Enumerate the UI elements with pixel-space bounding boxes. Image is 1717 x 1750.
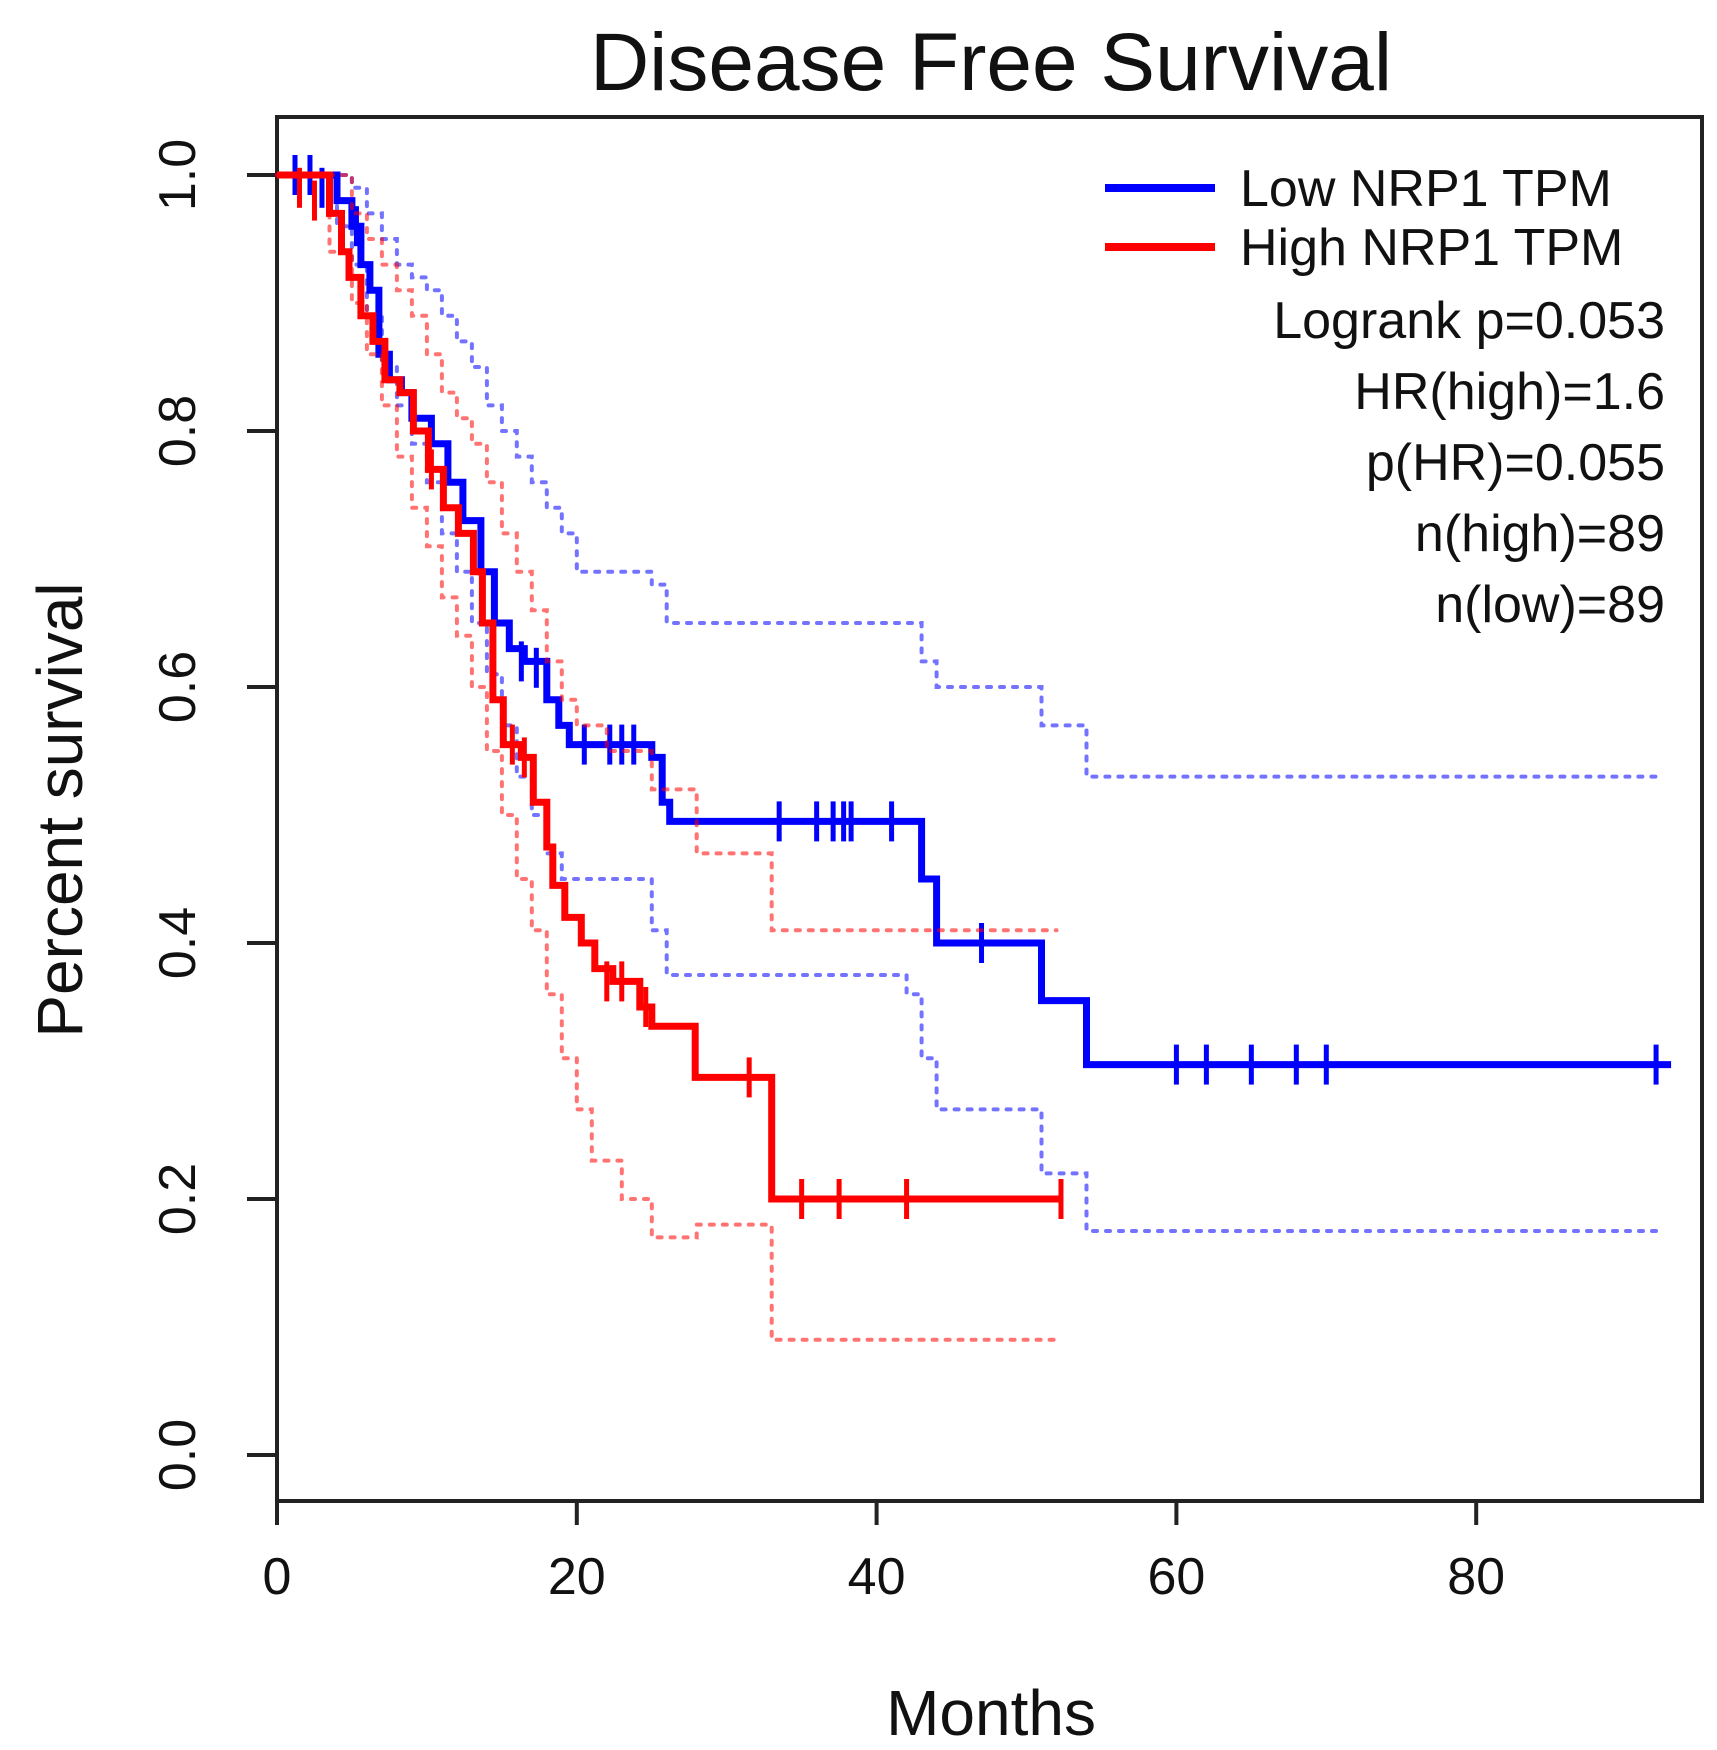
x-tick-label: 60 <box>1147 1548 1205 1606</box>
stat-n-high: n(high)=89 <box>1415 505 1665 563</box>
ci-lower-line-high <box>275 173 1059 1342</box>
stats-block: Logrank p=0.053 HR(high)=1.6 p(HR)=0.055… <box>1273 292 1665 634</box>
y-tick-label: 0.8 <box>149 395 207 467</box>
survival-curve-high <box>277 171 1063 1203</box>
stat-hr: HR(high)=1.6 <box>1354 363 1665 421</box>
survival-curve-low <box>277 171 1672 1069</box>
y-axis: 0.0 0.2 0.4 0.6 0.8 1.0 <box>149 139 277 1491</box>
y-tick-label: 0.0 <box>149 1419 207 1491</box>
stat-logrank: Logrank p=0.053 <box>1273 292 1665 350</box>
x-tick-label: 0 <box>263 1548 292 1606</box>
stat-p-hr: p(HR)=0.055 <box>1366 434 1665 492</box>
x-axis-label: Months <box>886 1677 1096 1749</box>
x-axis: 0 20 40 60 80 <box>263 1501 1505 1606</box>
stat-n-low: n(low)=89 <box>1435 576 1665 634</box>
legend-label-high: High NRP1 TPM <box>1240 219 1623 277</box>
y-axis-label: Percent survival <box>24 582 96 1037</box>
legend-label-low: Low NRP1 TPM <box>1240 160 1612 218</box>
plot-frame <box>275 115 1704 1503</box>
legend: Low NRP1 TPM High NRP1 TPM <box>1105 160 1623 277</box>
y-tick-label: 1.0 <box>149 139 207 211</box>
x-tick-label: 80 <box>1447 1548 1505 1606</box>
x-tick-label: 20 <box>548 1548 606 1606</box>
series-layer <box>275 155 1672 1342</box>
y-tick-label: 0.2 <box>149 1163 207 1235</box>
series-high <box>275 167 1064 1342</box>
y-tick-label: 0.6 <box>149 651 207 723</box>
ci-upper-line-high <box>275 173 1059 933</box>
y-tick-label: 0.4 <box>149 907 207 979</box>
ci-upper-line-low <box>275 173 1659 779</box>
chart-title: Disease Free Survival <box>590 17 1392 108</box>
x-tick-label: 40 <box>848 1548 906 1606</box>
